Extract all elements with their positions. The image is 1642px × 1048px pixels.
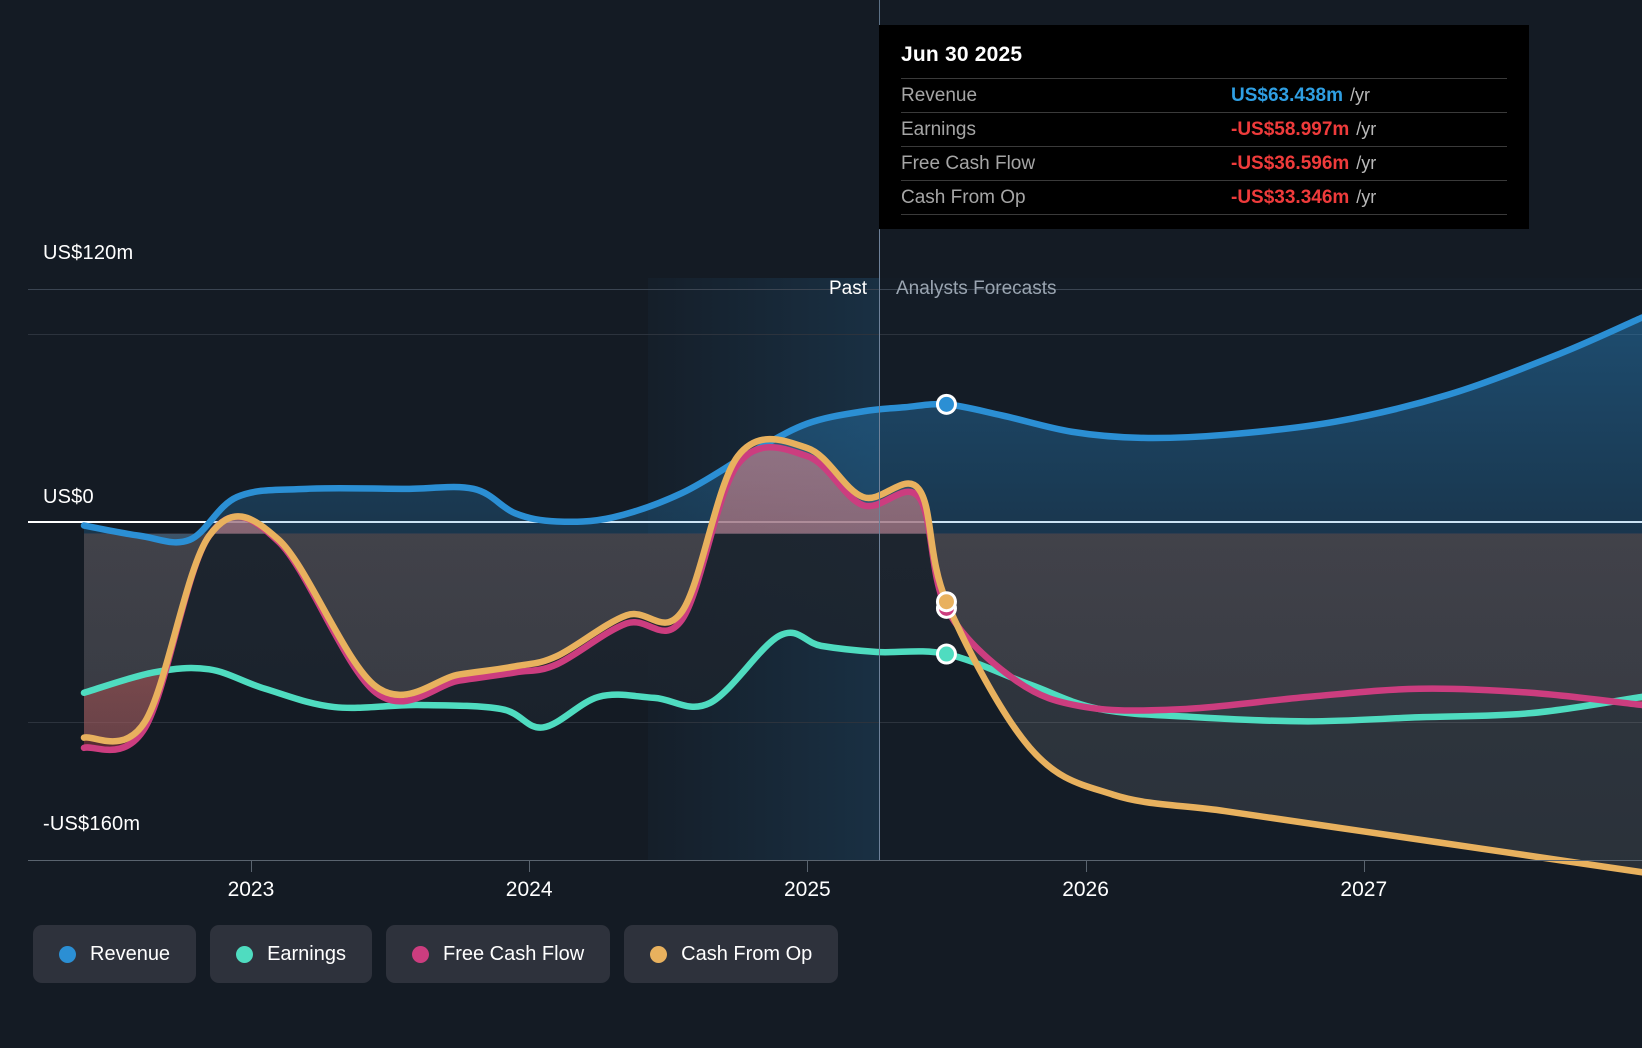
legend-color-dot bbox=[412, 945, 429, 963]
marker-cash-from-op bbox=[938, 594, 954, 610]
x-axis-tick bbox=[807, 861, 809, 872]
tooltip-metric-unit: /yr bbox=[1356, 187, 1377, 207]
x-axis-tick bbox=[1363, 861, 1365, 872]
legend-item-label: Free Cash Flow bbox=[443, 942, 585, 965]
legend-item-free-cash-flow[interactable]: Free Cash Flow bbox=[386, 925, 611, 983]
legend-item-label: Earnings bbox=[267, 942, 346, 965]
tooltip-row: Cash From Op -US$33.346m/yr bbox=[901, 180, 1507, 215]
tooltip-metric-value: -US$36.596m bbox=[1231, 153, 1350, 174]
y-axis-label-top: US$120m bbox=[43, 242, 134, 264]
x-axis-label: 2026 bbox=[1062, 878, 1109, 901]
x-axis-tick bbox=[1085, 861, 1087, 872]
tooltip-metric-value: US$63.438m bbox=[1231, 85, 1343, 106]
tooltip-rows: Revenue US$63.438m/yr Earnings -US$58.997m /… bbox=[901, 78, 1507, 215]
series-line-earnings bbox=[80, 629, 1642, 731]
plot-area: Past Analysts Forecasts bbox=[0, 0, 1642, 876]
series-line-cash-from-op bbox=[80, 435, 1642, 876]
x-axis-label: 2024 bbox=[505, 878, 553, 901]
tooltip-metric-label: Earnings bbox=[901, 119, 976, 140]
tooltip-row: Revenue US$63.438m/yr bbox=[901, 78, 1507, 112]
tooltip-panel: Jun 30 2025 Revenue US$63.438m/yr Earnings… bbox=[879, 25, 1529, 229]
x-axis-tick bbox=[250, 861, 252, 872]
gridline-upper bbox=[28, 334, 1642, 335]
tooltip-metric-label: Revenue bbox=[901, 85, 978, 106]
tooltip-date: Jun 30 2025 bbox=[901, 43, 1023, 66]
chart-svg bbox=[80, 314, 1642, 876]
tooltip-metric-unit: /yr bbox=[1356, 119, 1377, 139]
legend-item-revenue[interactable]: Revenue bbox=[33, 925, 197, 983]
gridline-lower bbox=[28, 722, 1642, 723]
tooltip-row: Earnings -US$58.997m/yr bbox=[901, 112, 1507, 146]
gridline-top bbox=[28, 289, 1642, 290]
chart-legend: Revenue Earnings Free Cash Flow Cash From O… bbox=[33, 925, 839, 983]
tooltip-row: Free Cash Flow -US$36.596m/yr bbox=[901, 146, 1507, 180]
y-axis-label-bottom: -US$160m bbox=[43, 813, 141, 835]
marker-earnings bbox=[938, 646, 954, 662]
cashfromop-area bbox=[84, 439, 1642, 873]
revenue-area bbox=[84, 317, 1642, 543]
tooltip-metric-label: Cash From Op bbox=[901, 187, 1026, 208]
y-axis-label-zero: US$0 bbox=[43, 486, 94, 508]
tooltip-metric-label: Free Cash Flow bbox=[901, 153, 1036, 174]
legend-item-cash-from-op[interactable]: Cash From Op bbox=[624, 925, 839, 983]
phase-label-forecast: Analysts Forecasts bbox=[896, 278, 1057, 299]
legend-color-dot bbox=[236, 945, 254, 963]
legend-item-earnings[interactable]: Earnings bbox=[210, 925, 372, 983]
series-line-revenue bbox=[80, 314, 1642, 546]
forecast-divider bbox=[879, 230, 880, 860]
legend-color-dot bbox=[650, 945, 668, 963]
legend-item-label: Revenue bbox=[90, 942, 171, 965]
marker-revenue bbox=[938, 396, 954, 412]
chart-plot-group bbox=[80, 314, 1642, 876]
legend-item-label: Cash From Op bbox=[681, 942, 813, 965]
tooltip-metric-unit: /yr bbox=[1356, 153, 1377, 173]
legend-color-dot bbox=[59, 945, 76, 963]
x-axis-label: 2025 bbox=[783, 878, 831, 901]
x-axis-line bbox=[28, 860, 1642, 861]
x-axis-tick bbox=[529, 861, 531, 872]
tooltip-metric-value: -US$58.997m bbox=[1231, 119, 1350, 140]
phase-label-past: Past bbox=[828, 278, 867, 299]
tooltip-metric-unit: /yr bbox=[1349, 85, 1370, 105]
x-axis-label: 2023 bbox=[227, 878, 275, 901]
x-axis-label: 2027 bbox=[1340, 878, 1388, 901]
tooltip-metric-value: -US$33.346m bbox=[1231, 187, 1350, 208]
